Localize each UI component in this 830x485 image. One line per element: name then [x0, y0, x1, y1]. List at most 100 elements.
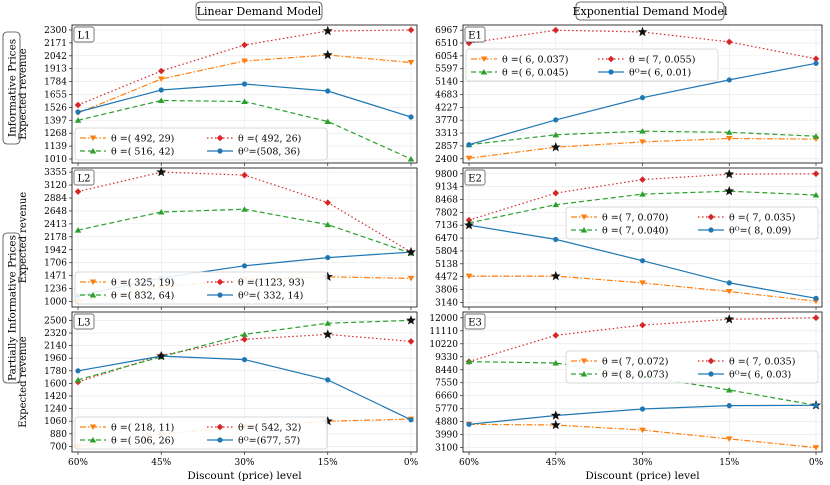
series-2-point	[552, 201, 560, 208]
legend-label: θᴼ=( 8, 0.09)	[729, 226, 791, 237]
y-tick-label: 1236	[44, 285, 67, 295]
y-tick-label: 6660	[435, 392, 458, 402]
legend-marker	[216, 423, 224, 431]
legend-label: θ =( 7, 0.055)	[629, 55, 695, 66]
optimal-star-marker	[322, 271, 333, 281]
y-tick-label: 700	[50, 442, 67, 452]
series-1-point	[74, 101, 82, 109]
panel-tag-label: L2	[77, 174, 90, 185]
series-1-point	[552, 189, 560, 197]
series-2-point	[241, 206, 248, 212]
series-3-point	[466, 421, 472, 427]
legend-marker	[580, 371, 588, 377]
legend-label: θ =( 6, 0.037)	[502, 55, 568, 66]
series-3-point	[726, 280, 732, 286]
y-tick-label: 1784	[44, 78, 67, 88]
y-tick-label: 3313	[435, 129, 458, 139]
x-tick-label: 60%	[68, 458, 88, 468]
y-tick-label: 9800	[435, 170, 458, 180]
y-tick-label: 1526	[44, 103, 67, 113]
series-0-point	[812, 445, 820, 451]
optimal-star-marker	[322, 329, 333, 339]
series-3-point	[813, 402, 819, 408]
series-line-2	[468, 130, 817, 146]
legend-label: θᴼ=( 6, 0.01)	[629, 68, 691, 79]
y-tick-label: 5770	[435, 405, 458, 415]
optimal-star-marker	[322, 25, 333, 36]
y-tick-label: 8440	[435, 366, 458, 376]
legend-marker	[707, 213, 715, 221]
panel-tag-label: E2	[468, 174, 482, 185]
series-2-point	[157, 208, 165, 215]
y-tick-label: 2648	[44, 207, 67, 217]
series-2-point	[241, 98, 248, 104]
series-1-point	[812, 55, 820, 63]
x-tick-label: 60%	[459, 458, 479, 468]
y-tick-label: 1942	[44, 246, 67, 256]
series-2-point	[812, 133, 820, 139]
optimal-star-marker	[550, 270, 561, 281]
series-2-point	[812, 192, 820, 198]
y-tick-label: 7136	[435, 221, 458, 231]
legend-marker	[89, 424, 97, 430]
series-3-point	[639, 95, 646, 101]
y-tick-label: 2884	[44, 194, 67, 204]
legend-label: θ =(1123, 93)	[238, 278, 304, 289]
series-1-point	[324, 199, 332, 206]
y-tick-label: 2171	[44, 39, 67, 49]
x-tick-label: 45%	[151, 458, 171, 468]
series-2-point	[407, 156, 415, 162]
legend-marker	[480, 56, 488, 62]
y-axis-label: Expected revenue	[18, 192, 29, 284]
series-2-point	[465, 358, 473, 365]
series-2-point	[639, 191, 646, 197]
legend-marker	[89, 437, 97, 443]
y-tick-label: 3806	[435, 286, 458, 296]
panel-tag: E2	[464, 169, 486, 186]
y-tick-label: 2857	[435, 142, 458, 152]
y-tick-label: 880	[50, 430, 67, 440]
y-tick-label: 10220	[429, 340, 458, 350]
x-tick-label: 15%	[318, 458, 338, 468]
legend-label: θ =( 492, 29)	[111, 134, 174, 145]
series-3-point	[241, 357, 248, 363]
y-tick-label: 5138	[435, 260, 458, 270]
legend-marker	[89, 148, 97, 154]
y-tick-label: 9134	[435, 183, 458, 193]
y-tick-label: 1139	[44, 142, 67, 152]
series-3-point	[325, 254, 331, 261]
legend-marker	[89, 279, 97, 285]
series-1-point	[552, 332, 560, 339]
legend-marker	[580, 227, 588, 233]
series-0-point	[465, 155, 473, 162]
legend-marker	[708, 371, 714, 377]
legend-label: θ =( 542, 32)	[238, 423, 301, 434]
series-3-point	[813, 295, 819, 301]
series-1-point	[639, 176, 646, 183]
optimal-star-marker	[724, 185, 735, 196]
x-axis-label: Discount (price) level	[187, 470, 302, 482]
y-tick-label: 1780	[44, 367, 67, 377]
legend: θ =( 218, 11) θ =( 542, 32) θ =( 506, 26) θ…	[74, 416, 328, 450]
series-3-point	[408, 417, 414, 423]
y-tick-label: 6054	[435, 52, 458, 62]
column-title-linear: Linear Demand Model	[195, 1, 323, 21]
y-axis-label: Expected revenue	[18, 336, 29, 428]
y-tick-label: 11110	[429, 327, 458, 337]
y-tick-label: 6967	[435, 26, 458, 36]
y-tick-label: 1010	[44, 155, 67, 165]
y-tick-label: 3990	[435, 431, 458, 441]
y-tick-label: 1960	[44, 354, 67, 364]
series-3-point	[75, 109, 81, 115]
legend-label: θ =( 506, 26)	[111, 436, 174, 447]
optimal-star-marker	[406, 246, 416, 257]
y-tick-label: 3100	[435, 444, 458, 454]
y-tick-label: 4227	[435, 103, 458, 113]
series-2-point	[324, 320, 332, 326]
series-1-point	[241, 171, 248, 179]
panel-E2: 3140 3806 4472 5138 5804 6470 7136 7802 8468 9134…	[435, 167, 823, 310]
y-tick-label: 3140	[435, 298, 458, 308]
series-line-1	[468, 317, 817, 363]
optimal-star-marker	[550, 142, 561, 152]
